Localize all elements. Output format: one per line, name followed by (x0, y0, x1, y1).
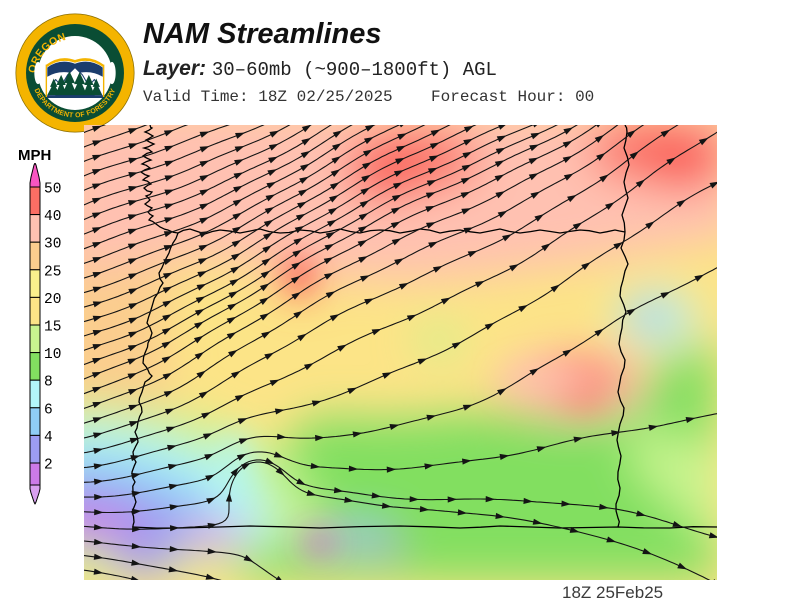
svg-text:50: 50 (44, 182, 61, 198)
svg-text:10: 10 (44, 347, 61, 363)
svg-text:15: 15 (44, 320, 61, 336)
svg-text:20: 20 (44, 292, 61, 308)
svg-text:4: 4 (44, 430, 53, 446)
svg-text:25: 25 (44, 264, 61, 280)
svg-text:30: 30 (44, 237, 61, 253)
svg-text:40: 40 (44, 209, 61, 225)
svg-text:8: 8 (44, 375, 53, 391)
svg-text:6: 6 (44, 402, 53, 418)
svg-text:2: 2 (44, 458, 53, 474)
